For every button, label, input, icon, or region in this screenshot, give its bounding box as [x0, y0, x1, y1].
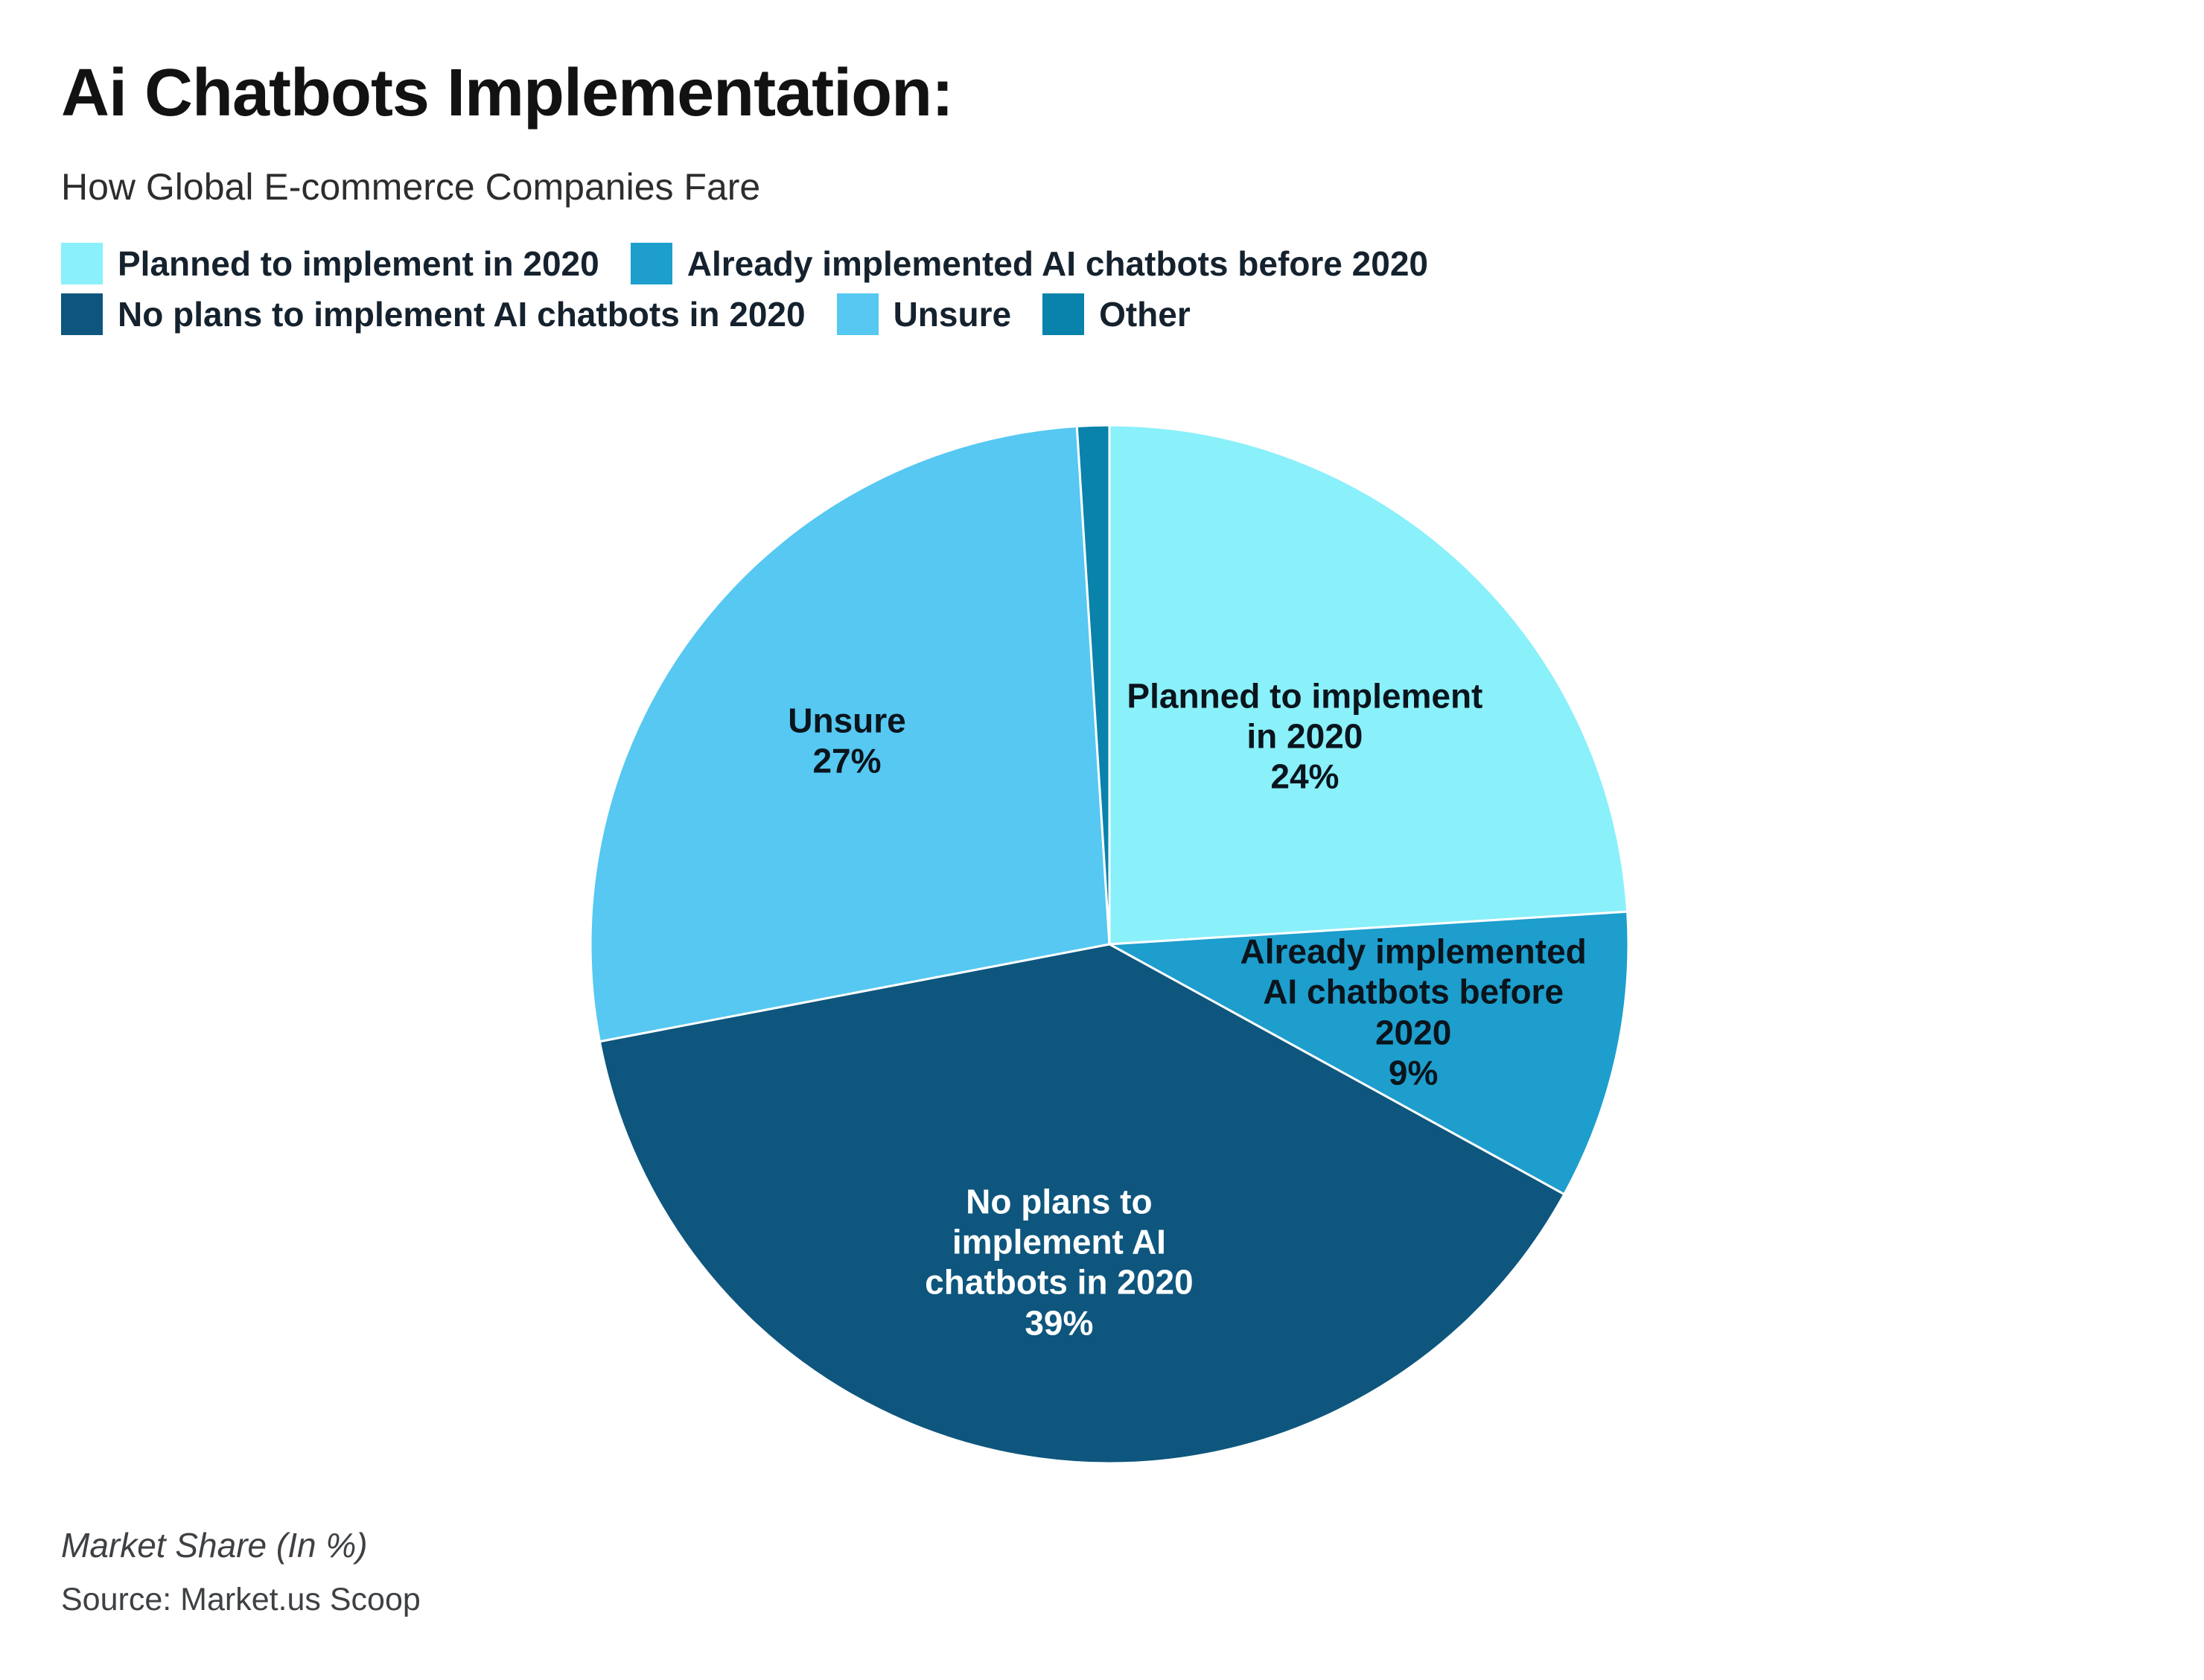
pie-chart: Planned to implement in 2020 24% Already im…: [588, 423, 1631, 1466]
slice-label-line: 27%: [812, 741, 882, 780]
slice-label-line: 2020: [1375, 1013, 1452, 1052]
slice-label-line: Already implemented: [1240, 932, 1587, 971]
legend-item-label: No plans to implement AI chatbots in 202…: [118, 295, 806, 334]
legend-item-label: Planned to implement in 2020: [118, 244, 599, 283]
pie-chart-svg: [589, 424, 1630, 1465]
slice-label-0: Planned to implement in 2020 24%: [1127, 675, 1482, 797]
pie-slice-0: [1108, 424, 1629, 946]
legend-item-1: Already implemented AI chatbots before 2…: [630, 243, 1428, 284]
slice-label-3: Unsure 27%: [788, 700, 905, 781]
slice-label-line: chatbots in 2020: [925, 1262, 1194, 1302]
legend-item-label: Other: [1099, 295, 1191, 334]
legend-item-0: Planned to implement in 2020: [61, 243, 599, 284]
pie-slice-1: [1108, 910, 1630, 1196]
slice-label-2: No plans to implement AI chatbots in 2020 3…: [925, 1181, 1193, 1343]
page-title: Ai Chatbots Implementation:: [61, 56, 954, 130]
legend-swatch-icon: [630, 243, 672, 284]
legend: Planned to implement in 2020 Already impl…: [61, 243, 1428, 335]
slice-label-line: Planned to implement: [1127, 676, 1483, 716]
pie-slice-3: [589, 424, 1111, 1043]
legend-swatch-icon: [61, 293, 103, 335]
source-credit: Source: Market.us Scoop: [61, 1582, 421, 1617]
axis-note: Market Share (In %): [61, 1526, 368, 1565]
legend-item-4: Other: [1042, 293, 1191, 335]
pie-slice-4: [1075, 424, 1111, 946]
legend-swatch-icon: [1042, 293, 1085, 335]
slice-label-line: Unsure: [788, 701, 906, 740]
legend-item-label: Unsure: [893, 295, 1012, 334]
legend-item-3: Unsure: [836, 293, 1012, 335]
slice-label-line: AI chatbots before: [1263, 972, 1564, 1011]
slice-label-line: 24%: [1270, 757, 1340, 796]
pie-slice-2: [598, 943, 1566, 1465]
slice-label-1: Already implemented AI chatbots before 202…: [1240, 932, 1586, 1093]
legend-swatch-icon: [836, 293, 879, 335]
legend-swatch-icon: [61, 243, 103, 284]
legend-item-2: No plans to implement AI chatbots in 202…: [61, 293, 806, 335]
slice-label-line: in 2020: [1246, 716, 1363, 756]
legend-row: No plans to implement AI chatbots in 202…: [61, 293, 1428, 335]
slice-label-line: No plans to: [966, 1182, 1153, 1221]
legend-row: Planned to implement in 2020 Already impl…: [61, 243, 1428, 284]
slice-label-line: 9%: [1388, 1053, 1439, 1092]
page-subtitle: How Global E-commerce Companies Fare: [61, 166, 761, 208]
slice-label-line: implement AI: [952, 1222, 1166, 1261]
legend-item-label: Already implemented AI chatbots before 2…: [687, 244, 1428, 283]
slice-label-line: 39%: [1025, 1303, 1094, 1343]
